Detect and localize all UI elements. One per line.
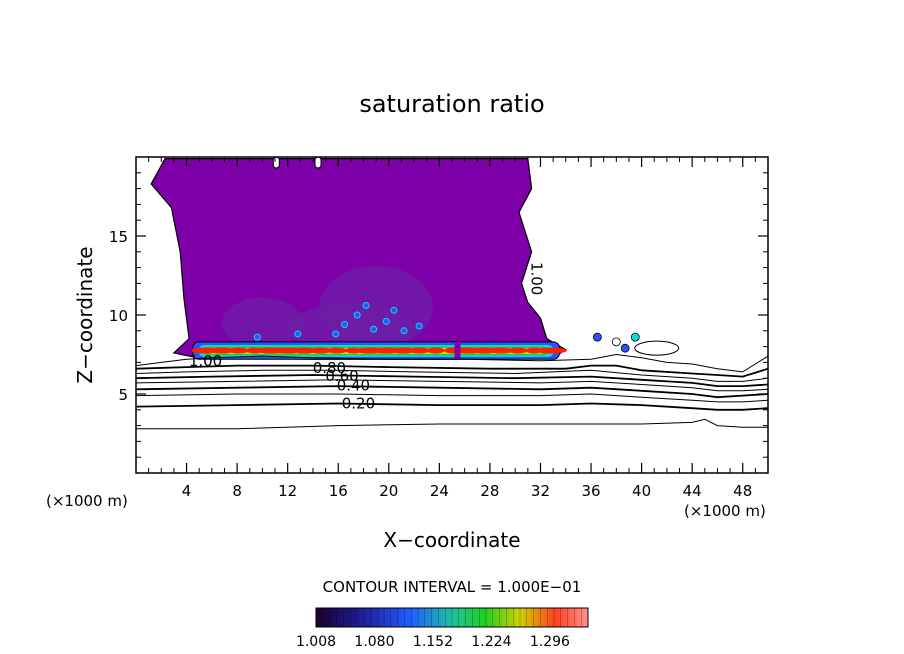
cloud-cell xyxy=(370,325,378,333)
cloud-red-blob xyxy=(390,347,416,354)
contour-line xyxy=(136,393,768,403)
cloud-cell-right xyxy=(620,343,630,353)
x-axis-label: X−coordinate xyxy=(383,528,520,552)
y-tick-label: 15 xyxy=(109,228,128,246)
colorbar-label: 1.224 xyxy=(471,634,511,650)
colorbar-label: 1.296 xyxy=(530,634,570,650)
colorbar-labels: 1.008 1.080 1.152 1.224 1.296 xyxy=(296,634,570,650)
contour-line xyxy=(136,402,768,411)
contour-line xyxy=(136,385,768,399)
cloud-cell xyxy=(294,330,302,338)
x-unit-right: (×1000 m) xyxy=(684,502,766,520)
contour-line xyxy=(136,369,768,382)
colorbar-stripes xyxy=(322,608,582,627)
cloud-cell xyxy=(332,330,340,338)
cloud-red-blob xyxy=(426,347,445,354)
top-hole xyxy=(272,157,280,169)
chart-title: saturation ratio xyxy=(359,90,544,118)
contour-label: 1.00 xyxy=(189,352,222,370)
contour-label: 0.40 xyxy=(337,376,370,394)
colorbar-label: 1.080 xyxy=(354,634,394,650)
cloud-red-blob xyxy=(489,347,514,354)
x-tick-label: 32 xyxy=(531,482,550,500)
cloud-cell xyxy=(415,322,423,330)
cloud-cell xyxy=(353,311,361,319)
cloud-cell-right xyxy=(630,332,640,342)
x-tick-label: 40 xyxy=(632,482,651,500)
x-tick-label: 28 xyxy=(480,482,499,500)
contour-lines xyxy=(136,340,768,430)
cloud-cell xyxy=(400,327,408,335)
colorbar-label: 1.152 xyxy=(413,634,453,650)
cloud-cell xyxy=(390,306,398,314)
cloud-cell xyxy=(341,320,349,328)
contour-line xyxy=(136,418,768,430)
cloud-cell-right xyxy=(611,337,621,347)
cloud-red-blob xyxy=(209,347,235,354)
x-tick-label: 44 xyxy=(683,482,702,500)
x-tick-label: 4 xyxy=(182,482,192,500)
cloud-cell xyxy=(382,317,390,325)
x-tick-label: 12 xyxy=(278,482,297,500)
cloud-red-blob xyxy=(534,347,567,354)
contour-label: 0.80 xyxy=(313,359,346,377)
contour-label: 0.20 xyxy=(342,394,375,412)
y-tick-label: 10 xyxy=(109,307,128,325)
contour-label: 0.60 xyxy=(325,367,358,385)
cloud-red-blob xyxy=(308,347,333,354)
cloud-red-blob xyxy=(326,347,348,354)
inner-patch xyxy=(287,303,415,352)
contour-interval-text: CONTOUR INTERVAL = 1.000E−01 xyxy=(323,578,582,596)
contour-labels: 1.00 0.800.600.400.20 1.00 xyxy=(189,262,546,413)
colorbar-label: 1.008 xyxy=(296,634,336,650)
plot-field xyxy=(150,157,640,360)
contour-line xyxy=(136,374,768,387)
x-tick-label: 48 xyxy=(733,482,752,500)
cloud-cell xyxy=(362,302,370,310)
cloud-cell-right xyxy=(592,332,602,342)
cloud-red-blob xyxy=(408,347,431,354)
x-tick-label: 24 xyxy=(430,482,449,500)
contour-line xyxy=(136,353,768,373)
y-tick-label: 5 xyxy=(118,386,128,404)
x-axis-ticks: 4 8 12 16 20 24 28 32 36 40 44 48 xyxy=(148,157,756,500)
cloud-red-blob xyxy=(227,347,250,354)
x-tick-label: 16 xyxy=(329,482,348,500)
contour-label-rotated: 1.00 xyxy=(528,262,546,295)
contour-line xyxy=(136,364,768,378)
contour-loop xyxy=(634,340,680,356)
y-axis-label: Z−coordinate xyxy=(73,246,97,383)
cloud-red-blob xyxy=(507,347,528,354)
inner-patch xyxy=(221,297,303,349)
x-tick-label: 36 xyxy=(581,482,600,500)
x-tick-label: 20 xyxy=(379,482,398,500)
cloud-gap xyxy=(454,341,461,360)
y-axis-ticks: 5 10 15 xyxy=(109,172,768,458)
x-tick-label: 8 xyxy=(232,482,242,500)
x-unit-left: (×1000 m) xyxy=(46,492,128,510)
contour-line xyxy=(136,379,768,392)
cloud-cell xyxy=(253,333,261,341)
top-hole xyxy=(314,157,322,169)
